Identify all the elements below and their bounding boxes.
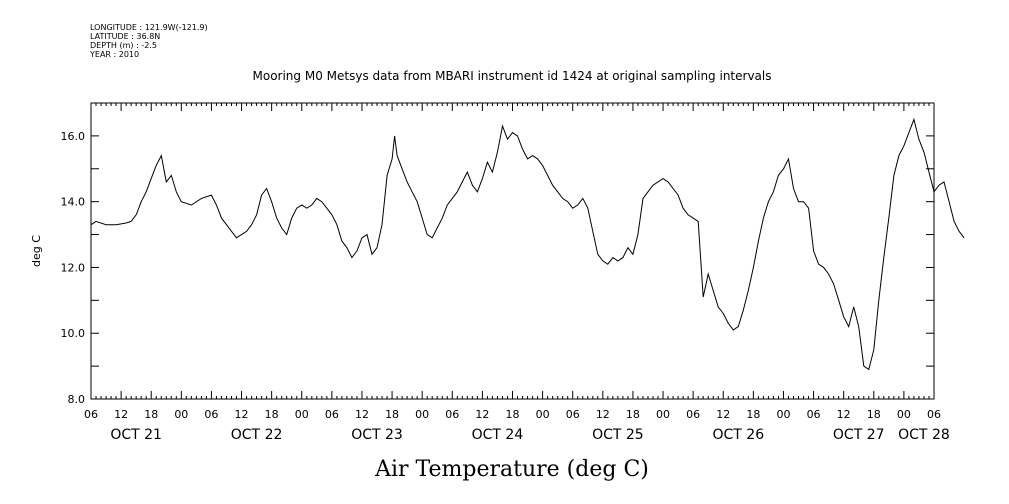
x-tick-label: 18 [144,408,158,421]
y-tick-label: 10.0 [61,327,86,340]
x-tick-label: 06 [686,408,700,421]
x-tick-label: 06 [807,408,821,421]
x-tick-label: 12 [475,408,489,421]
x-tick-label: 18 [265,408,279,421]
x-day-label: OCT 25 [592,427,644,443]
x-tick-label: 12 [837,408,851,421]
x-day-label: OCT 26 [712,427,764,443]
x-tick-label: 18 [506,408,520,421]
y-tick-label: 8.0 [68,393,86,406]
chart-title: Mooring M0 Metsys data from MBARI instru… [253,69,772,83]
x-tick-label: 06 [204,408,218,421]
x-day-label: OCT 22 [231,427,283,443]
x-tick-label: 18 [746,408,760,421]
x-day-label: OCT 27 [833,427,885,443]
x-tick-label: 00 [415,408,429,421]
y-axis: 8.0 10.0 12.0 14.0 16.0 [61,102,934,406]
x-tick-label: 00 [776,408,790,421]
x-tick-label: 06 [927,408,941,421]
y-tick-label: 14.0 [61,196,86,209]
y-tick-label: 12.0 [61,261,86,274]
x-tick-label: 18 [626,408,640,421]
x-axis: 06 12 18 00 06 12 18 00 06 12 18 00 06 12 18 00 06 12 18 00… [84,391,950,443]
x-tick-label: 06 [325,408,339,421]
x-day-label: OCT 28 [898,427,950,443]
x-tick-label: 12 [235,408,249,421]
x-tick-label: 12 [114,408,128,421]
meta-year: YEAR : 2010 [89,50,139,59]
x-tick-label: 18 [867,408,881,421]
meta-longitude: LONGITUDE : 121.9W(-121.9) [90,23,208,32]
meta-latitude: LATITUDE : 36.8N [90,32,160,41]
x-tick-label: 12 [596,408,610,421]
series-line [90,117,965,371]
x-day-label: OCT 24 [472,427,524,443]
x-tick-label: 00 [295,408,309,421]
x-tick-label: 18 [385,408,399,421]
x-tick-label: 00 [897,408,911,421]
x-tick-label: 00 [536,408,550,421]
plot-frame [90,102,935,400]
x-tick-label: 00 [174,408,188,421]
x-tick-label: 06 [84,408,98,421]
x-tick-label: 12 [716,408,730,421]
x-tick-label: 12 [355,408,369,421]
y-axis-label: deg C [30,235,43,267]
x-tick-label: 00 [656,408,670,421]
x-tick-label: 06 [566,408,580,421]
top-ticks [90,103,935,111]
x-tick-label: 06 [445,408,459,421]
x-day-label: OCT 21 [110,427,162,443]
meta-depth: DEPTH (m) : -2.5 [90,41,157,50]
x-day-label: OCT 23 [351,427,403,443]
x-axis-label: Air Temperature (deg C) [374,457,649,482]
y-tick-label: 16.0 [61,130,86,143]
